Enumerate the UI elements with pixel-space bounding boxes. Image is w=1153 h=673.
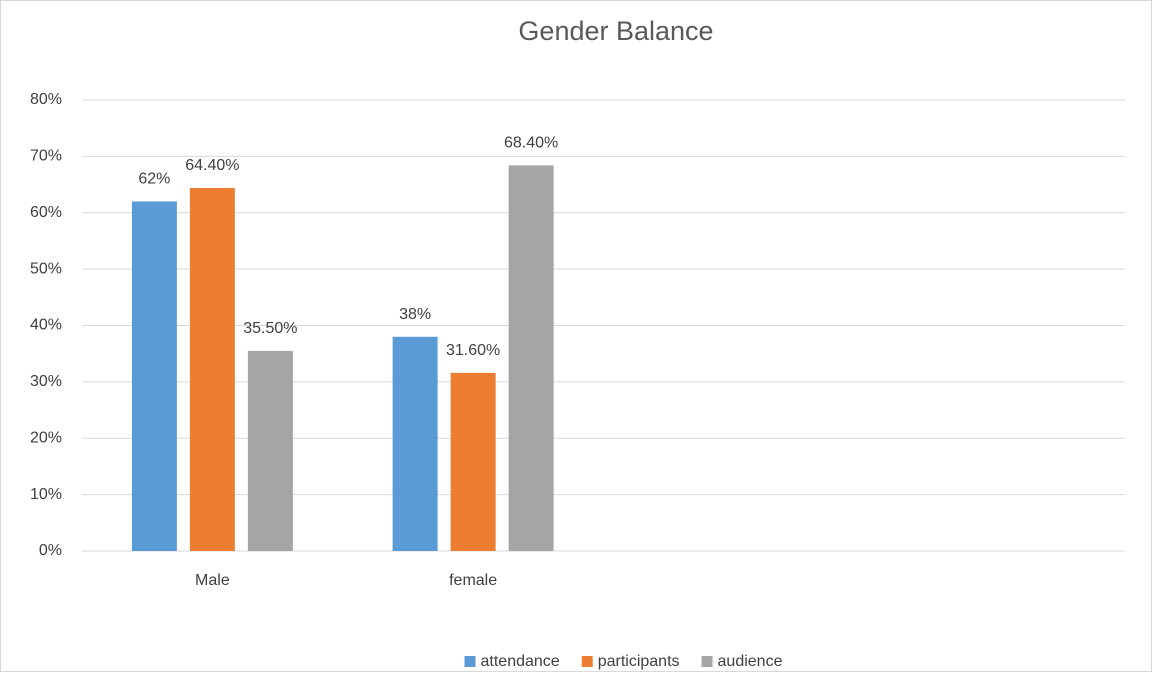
legend-label: participants xyxy=(598,653,680,670)
legend-swatch xyxy=(581,656,593,667)
legend-label: audience xyxy=(718,653,783,670)
y-tick-label: 20% xyxy=(30,429,62,446)
data-label: 31.60% xyxy=(446,342,500,359)
y-tick-label: 80% xyxy=(30,91,62,108)
data-label: 35.50% xyxy=(243,320,297,337)
bar xyxy=(131,201,177,551)
y-tick-label: 40% xyxy=(30,317,62,334)
y-tick-label: 0% xyxy=(39,542,62,559)
bar xyxy=(450,372,496,551)
y-tick-label: 50% xyxy=(30,260,62,277)
bar xyxy=(247,350,293,551)
y-tick-label: 60% xyxy=(30,204,62,221)
legend-label: attendance xyxy=(481,653,560,670)
bar xyxy=(392,336,438,551)
bar xyxy=(189,187,235,551)
bar xyxy=(508,165,554,551)
data-label: 64.40% xyxy=(185,157,239,174)
y-tick-label: 30% xyxy=(30,373,62,390)
data-label: 68.40% xyxy=(504,135,558,152)
data-label: 62% xyxy=(138,171,170,188)
y-tick-label: 70% xyxy=(30,148,62,165)
chart-title: Gender Balance xyxy=(518,16,713,46)
x-tick-label: Male xyxy=(195,572,230,589)
legend-swatch xyxy=(701,656,713,667)
y-tick-label: 10% xyxy=(30,486,62,503)
legend-swatch xyxy=(464,656,476,667)
x-tick-label: female xyxy=(449,572,497,589)
data-label: 38% xyxy=(399,306,431,323)
